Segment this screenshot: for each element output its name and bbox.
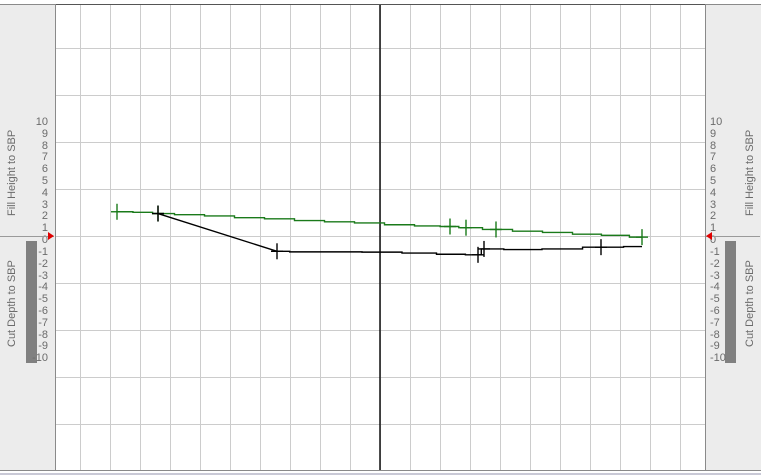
left-tick-neg8: -8	[38, 328, 48, 341]
right-scale-cut: -1 -2 -3 -4 -5 -6 -7 -8 -9 -10	[702, 246, 732, 365]
left-scale-panel: Fill Height to SBP Cut Depth to SBP 10 9 8…	[0, 4, 56, 471]
left-tick-7: 7	[41, 151, 48, 164]
left-tick-4: 4	[41, 186, 48, 199]
right-scale-fill: 10 9 8 7 6 5 4 3 2 1 0	[702, 116, 732, 247]
window-bottom-border	[0, 473, 761, 475]
data-point-cross-icon[interactable]	[478, 240, 490, 257]
right-tick-3: 3	[710, 198, 717, 211]
left-tick-neg5: -5	[38, 293, 48, 306]
series-line	[117, 211, 642, 238]
right-zero-arrow-icon	[706, 232, 712, 240]
left-magnitude-bar	[26, 241, 37, 363]
data-point-cross-icon[interactable]	[636, 229, 648, 246]
series-line	[157, 212, 642, 256]
right-tick-neg9: -9	[710, 340, 720, 353]
left-tick-6: 6	[41, 163, 48, 176]
right-tick-neg1: -1	[710, 246, 720, 258]
data-point-cross-icon[interactable]	[111, 203, 123, 220]
right-fill-height-title: Fill Height to SBP	[744, 129, 756, 216]
left-tick-neg1: -1	[38, 246, 48, 258]
right-tick-0: 0	[710, 233, 717, 246]
left-tick-neg2: -2	[38, 257, 48, 270]
plot-area[interactable]	[56, 4, 705, 471]
left-tick-3: 3	[41, 198, 48, 211]
series-fill-height[interactable]	[111, 203, 648, 246]
right-tick-5: 5	[710, 174, 717, 187]
right-zero-divider	[706, 236, 760, 237]
right-tick-neg7: -7	[710, 316, 720, 329]
right-tick-10: 10	[710, 116, 723, 128]
left-tick-neg10: -10	[32, 352, 48, 365]
left-cut-depth-title: Cut Depth to SBP	[6, 260, 18, 348]
right-tick-9: 9	[710, 127, 717, 140]
data-point-cross-icon[interactable]	[490, 221, 502, 238]
left-zero-divider	[0, 236, 54, 237]
right-tick-neg5: -5	[710, 293, 720, 306]
left-zero-arrow-icon	[48, 232, 54, 240]
left-tick-neg4: -4	[38, 281, 48, 294]
data-series-layer[interactable]	[111, 203, 648, 263]
data-point-cross-icon[interactable]	[460, 219, 472, 236]
right-tick-1: 1	[710, 222, 717, 235]
left-tick-neg7: -7	[38, 316, 48, 329]
right-cut-depth-title: Cut Depth to SBP	[744, 260, 756, 348]
left-scale-fill: 10 9 8 7 6 5 4 3 2 1 0	[26, 116, 48, 247]
right-tick-8: 8	[710, 139, 717, 152]
plot-canvas[interactable]	[56, 5, 705, 471]
right-scale-panel: Fill Height to SBP Cut Depth to SBP 10 9 8…	[705, 4, 761, 471]
right-tick-neg2: -2	[710, 257, 720, 270]
data-point-cross-icon[interactable]	[271, 243, 283, 260]
left-tick-neg6: -6	[38, 304, 48, 317]
data-point-cross-icon[interactable]	[595, 239, 607, 256]
window-top-edge	[0, 0, 761, 4]
left-tick-neg9: -9	[38, 340, 48, 353]
data-point-cross-icon[interactable]	[152, 205, 164, 222]
left-scale-cut: -1 -2 -3 -4 -5 -6 -7 -8 -9 -10	[26, 246, 48, 365]
series-cut-depth[interactable]	[152, 205, 642, 263]
data-point-cross-icon[interactable]	[444, 218, 456, 235]
right-tick-neg4: -4	[710, 281, 720, 294]
left-tick-0: 0	[41, 233, 48, 246]
right-tick-neg10: -10	[710, 352, 726, 365]
right-tick-neg8: -8	[710, 328, 720, 341]
left-tick-10: 10	[35, 116, 48, 128]
left-tick-8: 8	[41, 139, 48, 152]
right-tick-7: 7	[710, 151, 717, 164]
right-tick-4: 4	[710, 186, 717, 199]
left-fill-height-title: Fill Height to SBP	[6, 129, 18, 216]
left-tick-2: 2	[41, 210, 48, 223]
left-tick-1: 1	[41, 222, 48, 235]
right-tick-2: 2	[710, 210, 717, 223]
right-magnitude-bar	[725, 241, 736, 363]
left-tick-9: 9	[41, 127, 48, 140]
left-tick-neg3: -3	[38, 269, 48, 282]
right-tick-neg3: -3	[710, 269, 720, 282]
left-tick-5: 5	[41, 174, 48, 187]
right-tick-neg6: -6	[710, 304, 720, 317]
right-tick-6: 6	[710, 163, 717, 176]
